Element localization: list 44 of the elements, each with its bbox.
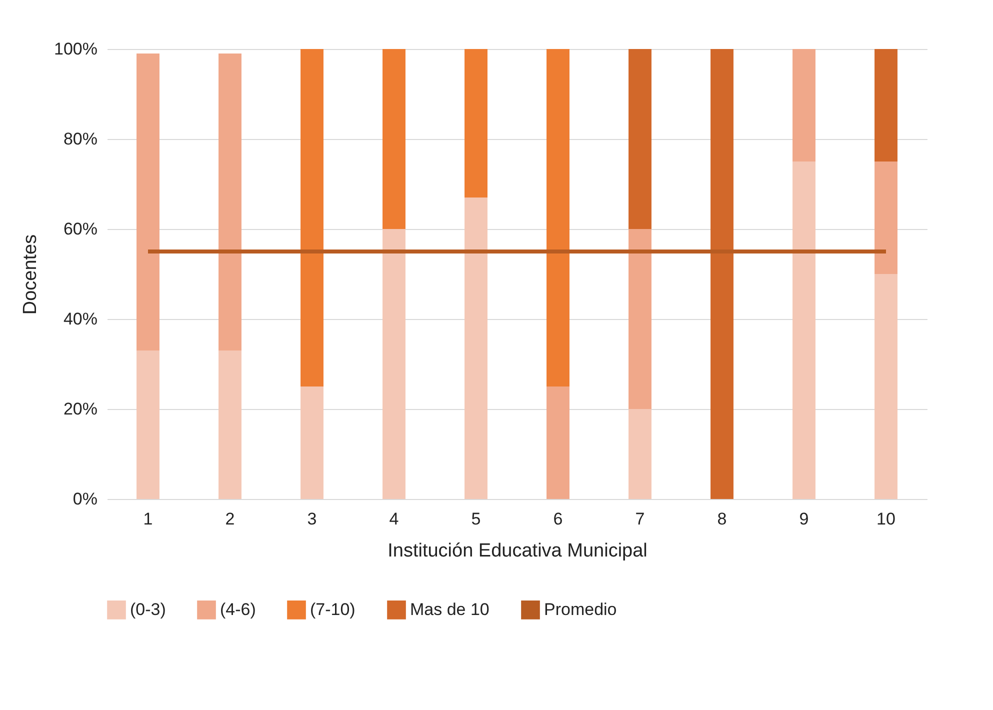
bar xyxy=(218,350,242,499)
x-tick-label: 5 xyxy=(471,510,481,528)
bar xyxy=(546,386,570,499)
y-tick-label: 80% xyxy=(63,130,98,148)
x-tick-label: 9 xyxy=(799,510,809,528)
y-axis-title: Docentes xyxy=(20,234,42,315)
bar xyxy=(792,49,816,162)
bar xyxy=(300,386,324,499)
bar xyxy=(874,162,898,274)
x-tick-label: 3 xyxy=(307,510,317,528)
legend-label: Promedio xyxy=(544,600,617,619)
bar xyxy=(874,49,898,162)
bar xyxy=(792,162,816,499)
bar xyxy=(546,49,570,386)
bar xyxy=(874,274,898,499)
legend-label: (7-10) xyxy=(310,600,356,619)
x-tick-label: 2 xyxy=(225,510,235,528)
bar xyxy=(136,54,160,350)
legend-label: (0-3) xyxy=(130,600,166,619)
x-tick-label: 6 xyxy=(553,510,563,528)
x-tick-label: 7 xyxy=(635,510,645,528)
bar xyxy=(382,229,406,499)
bar xyxy=(628,49,652,229)
y-tick-label: 100% xyxy=(54,40,98,58)
bar xyxy=(300,49,324,386)
x-tick-label: 1 xyxy=(143,510,153,528)
bar xyxy=(464,49,488,198)
bar xyxy=(710,49,734,499)
x-tick-label: 4 xyxy=(389,510,399,528)
bar xyxy=(382,49,406,229)
x-tick-label: 8 xyxy=(717,510,727,528)
bar xyxy=(136,350,160,499)
x-tick-label: 10 xyxy=(876,510,896,528)
bar xyxy=(464,198,488,499)
y-tick-label: 0% xyxy=(72,490,98,508)
x-axis-title: Institución Educativa Municipal xyxy=(388,540,648,562)
y-tick-label: 20% xyxy=(63,400,98,418)
y-tick-label: 40% xyxy=(63,310,98,328)
legend-label: (4-6) xyxy=(220,600,256,619)
y-tick-label: 60% xyxy=(63,220,98,238)
legend-label: Mas de 10 xyxy=(410,600,490,619)
bar xyxy=(218,54,242,350)
bar xyxy=(628,229,652,409)
bar xyxy=(628,409,652,499)
